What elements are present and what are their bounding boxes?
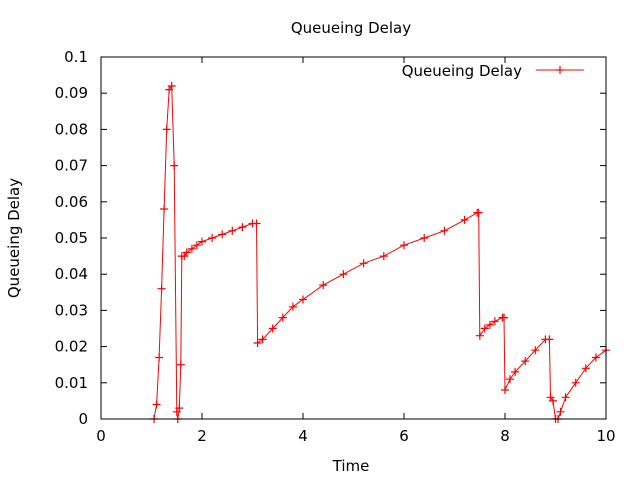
data-point — [198, 237, 206, 246]
data-point — [208, 234, 217, 242]
y-tick-label: 0.02 — [55, 338, 88, 356]
x-axis-label: Time — [332, 457, 370, 475]
x-tick-label: 6 — [399, 427, 409, 445]
data-point — [339, 270, 348, 279]
data-point — [162, 125, 171, 134]
data-point — [182, 248, 191, 257]
y-axis-label: Queueing Delay — [5, 178, 23, 298]
y-tick-label: 0.1 — [64, 48, 88, 66]
data-point — [299, 295, 307, 304]
data-point — [480, 324, 489, 333]
data-point — [252, 219, 261, 228]
x-tick-label: 8 — [500, 427, 510, 445]
data-point — [160, 205, 169, 213]
data-point — [288, 302, 297, 311]
data-point — [531, 346, 540, 355]
y-tick-label: 0.09 — [55, 84, 88, 102]
data-point — [228, 226, 237, 235]
data-point — [157, 284, 166, 293]
data-point — [258, 335, 267, 344]
data-point — [268, 324, 277, 333]
data-point — [175, 404, 184, 413]
data-point — [170, 161, 179, 170]
plot-area-frame — [100, 56, 607, 420]
data-point — [485, 320, 494, 329]
y-tick-label: 0.04 — [55, 265, 88, 283]
x-tick-label: 4 — [298, 427, 308, 445]
data-point — [400, 241, 408, 250]
data-point — [474, 208, 483, 217]
data-point — [155, 353, 164, 362]
data-point — [581, 364, 590, 373]
legend: Queueing Delay — [402, 62, 584, 80]
data-point — [460, 215, 469, 224]
data-point — [176, 360, 185, 369]
data-point — [511, 367, 520, 376]
y-tick-label: 0 — [78, 410, 88, 428]
x-tick-label: 10 — [596, 427, 615, 445]
data-point — [506, 375, 514, 384]
data-point — [359, 259, 368, 268]
tick-layer: 0 2 4 6 8 10 0 0.01 0.02 0.03 0.04 0.05 0.06 0.07 0.08… — [55, 48, 616, 445]
data-point — [440, 226, 449, 235]
data-point — [187, 244, 196, 253]
x-tick-label: 2 — [197, 427, 207, 445]
data-point — [500, 313, 508, 322]
y-tick-label: 0.07 — [55, 157, 88, 175]
data-point — [561, 393, 570, 402]
y-tick-label: 0.03 — [55, 301, 88, 319]
data-point — [379, 252, 388, 261]
data-point — [545, 335, 554, 344]
data-point — [278, 313, 287, 322]
series-line — [153, 84, 607, 420]
data-point — [571, 378, 580, 387]
data-point — [167, 82, 176, 90]
legend-marker — [556, 66, 564, 74]
legend-label: Queueing Delay — [402, 62, 522, 80]
data-point — [591, 353, 600, 362]
data-point — [549, 396, 557, 405]
data-point — [475, 331, 484, 340]
data-point — [521, 357, 530, 366]
data-point — [556, 407, 565, 416]
data-point — [152, 400, 161, 409]
data-point — [192, 241, 201, 250]
data-point — [319, 281, 328, 290]
series-layer — [150, 82, 610, 423]
y-tick-label: 0.01 — [55, 374, 88, 392]
y-tick-label: 0.05 — [55, 229, 88, 247]
data-point — [253, 339, 262, 347]
data-point — [490, 317, 499, 326]
y-tick-label: 0.06 — [55, 193, 88, 211]
data-point — [238, 223, 247, 232]
data-point — [218, 230, 227, 239]
x-tick-label: 0 — [96, 427, 106, 445]
data-point — [420, 234, 429, 242]
data-point — [501, 386, 509, 394]
y-tick-label: 0.08 — [55, 120, 88, 138]
chart-title: Queueing Delay — [291, 19, 411, 37]
